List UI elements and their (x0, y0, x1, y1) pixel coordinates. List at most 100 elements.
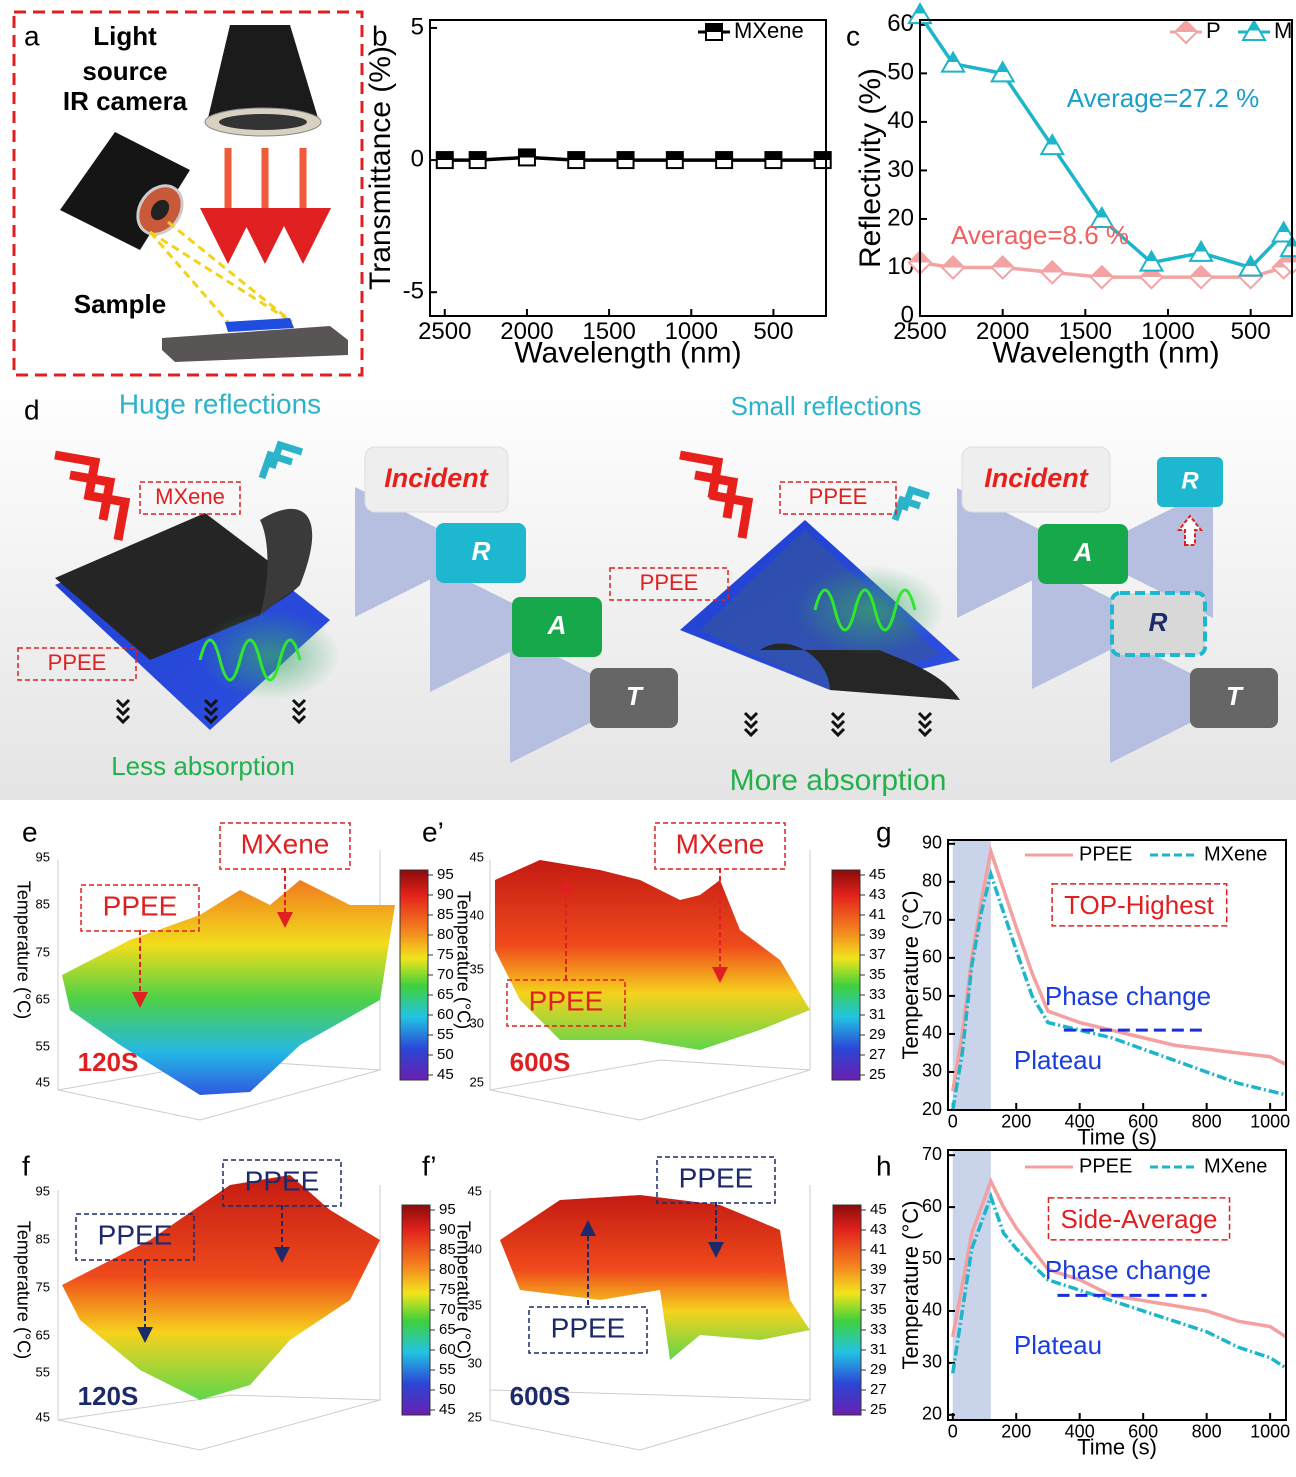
legend-label: M (1274, 18, 1292, 43)
marker (715, 151, 734, 170)
absorption-chevrons (115, 698, 933, 738)
flow-boxes (364, 446, 1278, 728)
series-line (951, 867, 1287, 1111)
marker (665, 151, 684, 170)
colorbar-tick-label: 95 (437, 866, 454, 883)
legend-marker (705, 23, 723, 41)
plot-frame (947, 1149, 1287, 1421)
z-tick-label: 45 (468, 1183, 482, 1198)
marker (940, 255, 966, 280)
time-label: 120S (78, 1381, 139, 1411)
marker (435, 151, 454, 170)
z-tick-label: 45 (36, 1074, 50, 1089)
material-tag: PPEE (48, 650, 107, 675)
y-tick-label: 30 (887, 156, 914, 183)
z-tick-label: 85 (36, 896, 50, 911)
y-tick-label: 40 (922, 1300, 942, 1320)
colorbar-tick-label: 45 (869, 866, 886, 883)
colorbar-tick-label: 45 (870, 1201, 887, 1218)
colorbar-tick-label: 50 (439, 1381, 456, 1398)
colorbar-tick-label: 75 (437, 946, 454, 963)
left-title: Huge reflections (119, 388, 321, 419)
ir-camera (60, 132, 190, 250)
colorbar-tick-label: 27 (870, 1381, 887, 1398)
tag-box (656, 1156, 776, 1204)
sample-stage (162, 318, 348, 362)
flow-label: A (547, 610, 567, 640)
tag-box (506, 979, 626, 1027)
panel-label: c (846, 20, 860, 51)
x-tick-label: 200 (1001, 1421, 1031, 1441)
x-tick-label: 600 (1128, 1421, 1158, 1441)
marker (764, 151, 783, 170)
marker (1188, 239, 1214, 262)
surface-f-prime (489, 1185, 811, 1451)
y-tick-label: 50 (922, 1248, 942, 1268)
beam-lines (148, 220, 293, 324)
panel-a-frame (12, 10, 364, 377)
panel-label: h (876, 1150, 892, 1181)
y-tick-label: 20 (922, 1404, 942, 1424)
colorbar-tick-label: 33 (869, 986, 886, 1003)
x-tick-label: 1000 (665, 318, 718, 345)
marker (1188, 264, 1214, 290)
y-tick-label: 0 (901, 301, 914, 328)
z-tick-label: 35 (470, 961, 484, 976)
material-tag: PPEE (640, 570, 699, 595)
y-tick-label: 60 (922, 947, 942, 967)
legend-marker (1173, 19, 1199, 45)
panel-label: g (876, 816, 892, 847)
colorbar-tick-label: 41 (869, 906, 886, 923)
time-label: 600S (510, 1047, 571, 1077)
y-tick-label: 20 (887, 204, 914, 231)
annotation: TOP-Highest (1064, 890, 1215, 920)
annotation: Average=8.6 % (951, 220, 1129, 250)
colorbar-tick-label: 43 (870, 1221, 887, 1238)
material-tag: PPEE (809, 484, 868, 509)
plot-frame (919, 19, 1293, 317)
escape-arrow (1176, 514, 1204, 546)
marker (1270, 220, 1296, 243)
right-bottom: More absorption (730, 764, 947, 797)
marker (616, 151, 635, 170)
x-tick-label: 1500 (1059, 318, 1112, 345)
left-bottom: Less absorption (111, 751, 295, 781)
marker (1039, 259, 1065, 285)
y-tick-label: 40 (922, 1023, 942, 1043)
flow-label: Incident (984, 463, 1089, 493)
panel-label: a (24, 20, 40, 51)
tag-box (75, 1213, 195, 1261)
surface-e-prime (489, 850, 811, 1121)
colorbar-tick-label: 80 (437, 926, 454, 943)
y-axis-label: Transmittance (%) (364, 46, 397, 290)
x-axis-label: Wavelength (nm) (992, 336, 1219, 369)
z-axis-label: Temperature (°C) (13, 1221, 33, 1359)
annotation: Phase change (1045, 981, 1211, 1011)
z-tick-label: 65 (36, 991, 50, 1006)
flow-arrows (355, 487, 1240, 763)
colorbar-tick-label: 90 (437, 886, 454, 903)
marker (1089, 264, 1115, 290)
colorbar-tick-label: 65 (437, 986, 454, 1003)
surface-e (57, 850, 395, 1121)
annotation: Side-Average (1060, 1204, 1217, 1234)
z-tick-label: 85 (36, 1231, 50, 1246)
x-tick-label: 400 (1065, 1111, 1095, 1131)
colorbar-tick-label: 45 (437, 1066, 454, 1083)
light-source (204, 25, 322, 137)
flow-label: T (626, 681, 644, 711)
y-tick-label: 0 (411, 145, 424, 172)
y-tick-label: 50 (887, 59, 914, 86)
x-tick-label: 600 (1128, 1111, 1158, 1131)
marker (1089, 205, 1115, 228)
camera-label: IR camera (63, 86, 188, 116)
time-label: 600S (510, 1381, 571, 1411)
marker (567, 151, 586, 170)
y-tick-label: 60 (922, 1196, 942, 1216)
panel-label: e (22, 816, 38, 847)
x-tick-label: 2500 (893, 318, 946, 345)
annotation: Average=27.2 % (1067, 83, 1260, 113)
z-tick-label: 95 (36, 849, 50, 864)
colorbar-tick-label: 37 (870, 1281, 887, 1298)
